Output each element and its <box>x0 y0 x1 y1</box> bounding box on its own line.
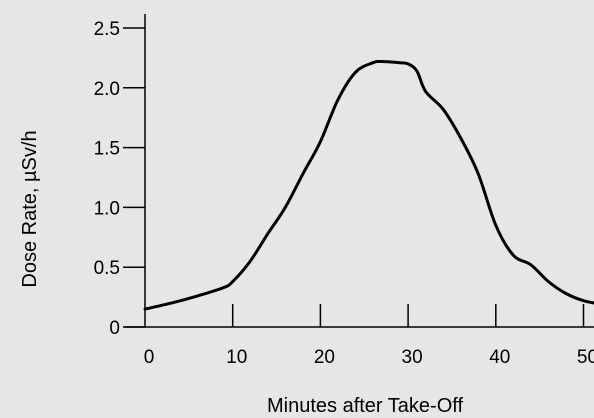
x-tick-label: 10 <box>226 347 247 368</box>
dose-rate-curve <box>143 59 594 311</box>
y-tick-label: 2.5 <box>94 19 120 40</box>
x-tick-label: 30 <box>402 347 423 368</box>
x-tick-label: 40 <box>489 347 510 368</box>
x-ticks: 0 10 20 30 40 50 <box>144 304 594 368</box>
x-tick-label: 50 <box>577 347 594 368</box>
y-tick-label: 0 <box>109 318 120 339</box>
x-tick-label: 20 <box>314 347 335 368</box>
y-ticks: 0 0.5 1.0 1.5 2.0 2.5 <box>94 19 145 339</box>
y-axis-title: Dose Rate, µSv/h <box>19 130 41 287</box>
x-tick-label: 0 <box>144 347 155 368</box>
y-tick-label: 0.5 <box>94 258 120 279</box>
x-axis-title: Minutes after Take-Off <box>267 395 463 417</box>
y-tick-label: 2.0 <box>94 79 120 100</box>
y-tick-label: 1.0 <box>94 198 120 219</box>
y-tick-label: 1.5 <box>94 139 120 160</box>
